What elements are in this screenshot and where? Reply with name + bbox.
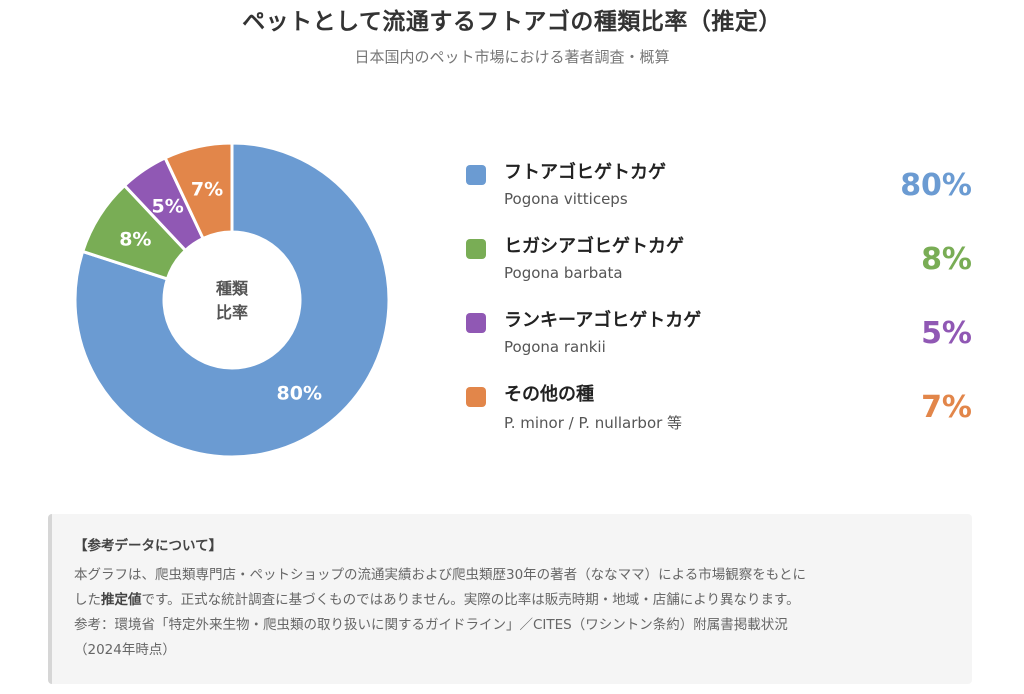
legend-scientific-name: Pogona rankii <box>504 338 606 356</box>
legend-name: フトアゴヒゲトカゲ <box>504 162 666 183</box>
note-line: 本グラフは、爬虫類専門店・ペットショップの流通実績および爬虫類歴30年の著者（な… <box>74 567 807 583</box>
legend-percent: 5% <box>921 316 972 351</box>
legend-item-vitticeps: フトアゴヒゲトカゲ Pogona vitticeps 80% <box>466 158 976 232</box>
legend: フトアゴヒゲトカゲ Pogona vitticeps 80% ヒガシアゴヒゲトカ… <box>466 158 976 454</box>
legend-scientific-name: Pogona vitticeps <box>504 190 628 208</box>
legend-item-barbata: ヒガシアゴヒゲトカゲ Pogona barbata 8% <box>466 232 976 306</box>
donut-slice <box>73 141 391 459</box>
slice-label: 80% <box>277 383 322 405</box>
slice-label: 5% <box>152 195 184 217</box>
legend-name: その他の種 <box>504 384 594 405</box>
note-heading: 【参考データについて】 <box>74 538 223 554</box>
note-emphasis: 推定値 <box>101 592 142 608</box>
legend-swatch <box>466 313 486 333</box>
legend-swatch <box>466 387 486 407</box>
legend-percent: 80% <box>900 168 972 203</box>
legend-swatch <box>466 165 486 185</box>
reference-note: 【参考データについて】 本グラフは、爬虫類専門店・ペットショップの流通実績および… <box>48 514 972 684</box>
legend-name: ヒガシアゴヒゲトカゲ <box>504 236 684 257</box>
slice-label: 7% <box>191 178 223 200</box>
legend-name: ランキーアゴヒゲトカゲ <box>504 310 702 331</box>
note-line: した推定値です。正式な統計調査に基づくものではありません。実際の比率は販売時期・… <box>74 588 950 613</box>
legend-scientific-name: P. minor / P. nullarbor 等 <box>504 414 683 432</box>
donut-slice <box>163 141 234 241</box>
legend-swatch <box>466 239 486 259</box>
note-line: （2024年時点） <box>74 642 176 658</box>
legend-percent: 7% <box>921 390 972 425</box>
note-text: です。正式な統計調査に基づくものではありません。実際の比率は販売時期・地域・店舗… <box>141 592 800 608</box>
center-label: 種類 <box>216 279 249 298</box>
slice-label: 8% <box>119 229 151 251</box>
legend-item-other: その他の種 P. minor / P. nullarbor 等 7% <box>466 380 976 454</box>
chart-title: ペットとして流通するフトアゴの種類比率（推定） <box>242 9 782 35</box>
legend-percent: 8% <box>921 242 972 277</box>
center-label: 比率 <box>216 303 248 322</box>
note-line: 参考：環境省「特定外来生物・爬虫類の取り扱いに関するガイドライン」／CITES（… <box>74 617 788 633</box>
legend-scientific-name: Pogona barbata <box>504 264 623 282</box>
chart-subtitle: 日本国内のペット市場における著者調査・概算 <box>354 48 670 66</box>
legend-item-rankii: ランキーアゴヒゲトカゲ Pogona rankii 5% <box>466 306 976 380</box>
donut-chart: 80% 8%5% 7% 種類比率 <box>73 141 391 459</box>
note-text: した <box>74 592 101 608</box>
